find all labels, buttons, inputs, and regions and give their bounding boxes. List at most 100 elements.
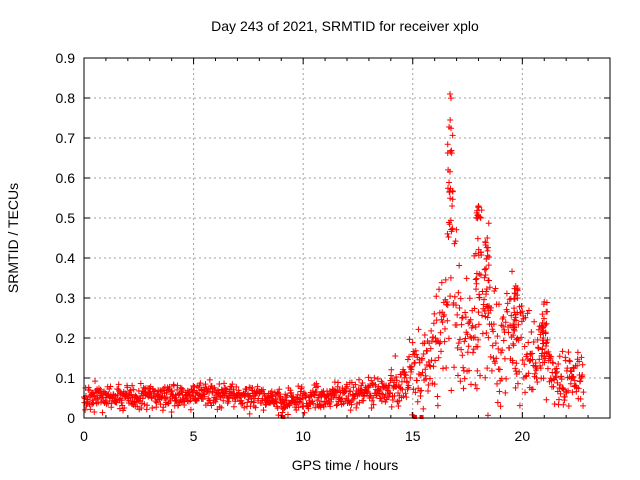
data-point — [448, 147, 455, 154]
data-point — [419, 355, 426, 362]
data-point — [451, 364, 458, 371]
data-point — [497, 349, 504, 356]
data-points — [81, 91, 587, 419]
data-point — [404, 379, 411, 386]
data-point — [543, 339, 550, 346]
data-point — [431, 310, 438, 317]
zero-data-point — [412, 415, 417, 419]
data-point — [456, 262, 463, 269]
data-point — [368, 397, 375, 404]
data-point — [439, 365, 446, 372]
data-point — [268, 388, 275, 395]
data-point — [535, 345, 542, 352]
data-point — [513, 360, 520, 367]
data-point — [446, 189, 453, 196]
data-point — [218, 404, 225, 411]
data-point — [276, 386, 283, 393]
data-point — [455, 289, 462, 296]
data-point — [465, 343, 472, 350]
data-point — [168, 408, 175, 415]
data-point — [539, 329, 546, 336]
data-point — [128, 391, 135, 398]
data-point — [461, 375, 468, 382]
data-point — [121, 405, 128, 412]
data-point — [580, 389, 587, 396]
data-point — [526, 357, 533, 364]
data-point — [417, 393, 424, 400]
data-point — [510, 325, 517, 332]
data-point — [407, 374, 414, 381]
data-point — [557, 381, 564, 388]
data-point — [541, 359, 548, 366]
data-point — [579, 361, 586, 368]
data-point — [522, 389, 529, 396]
data-point — [454, 344, 461, 351]
data-point — [187, 406, 194, 413]
data-point — [249, 384, 256, 391]
data-point — [462, 309, 469, 316]
data-point — [421, 331, 428, 338]
data-point — [444, 302, 451, 309]
data-point — [540, 324, 547, 331]
data-point — [437, 329, 444, 336]
data-point — [578, 375, 585, 382]
data-point — [502, 389, 509, 396]
data-point — [299, 395, 306, 402]
data-point — [468, 381, 475, 388]
data-point — [494, 380, 501, 387]
data-point — [353, 404, 360, 411]
data-point — [472, 276, 479, 283]
data-point — [438, 348, 445, 355]
data-point — [565, 403, 572, 410]
data-point — [473, 270, 480, 277]
data-point — [512, 384, 519, 391]
data-point — [486, 253, 493, 260]
data-point — [576, 358, 583, 365]
data-point — [370, 394, 377, 401]
data-point — [297, 399, 304, 406]
data-point — [449, 196, 456, 203]
data-point — [469, 349, 476, 356]
data-point — [492, 285, 499, 292]
data-point — [425, 382, 432, 389]
data-point — [574, 362, 581, 369]
data-point — [130, 386, 137, 393]
data-point — [445, 335, 452, 342]
data-point — [395, 403, 402, 410]
data-point — [506, 345, 513, 352]
data-point — [569, 389, 576, 396]
data-point — [229, 381, 236, 388]
data-point — [531, 370, 538, 377]
data-point — [474, 235, 481, 242]
data-point — [474, 367, 481, 374]
data-point — [458, 346, 465, 353]
data-point — [388, 403, 395, 410]
x-tick-label: 5 — [190, 428, 198, 444]
data-point — [529, 350, 536, 357]
data-point — [457, 295, 464, 302]
data-point — [239, 400, 246, 407]
data-point — [172, 392, 179, 399]
data-point — [554, 368, 561, 375]
data-point — [475, 336, 482, 343]
data-point — [525, 339, 532, 346]
data-point — [406, 353, 413, 360]
data-point — [541, 299, 548, 305]
data-point — [457, 378, 464, 385]
data-point — [385, 393, 392, 400]
data-point — [499, 347, 506, 354]
data-point — [511, 309, 518, 316]
x-tick-label: 20 — [515, 428, 531, 444]
data-point — [435, 354, 442, 361]
data-point — [543, 320, 550, 327]
data-point — [442, 276, 449, 283]
data-point — [471, 305, 478, 312]
data-point — [406, 336, 413, 343]
data-point — [377, 395, 384, 402]
data-point — [295, 404, 302, 411]
data-point — [86, 387, 93, 394]
data-point — [254, 383, 261, 390]
x-axis-title: GPS time / hours — [292, 457, 399, 473]
data-point — [499, 323, 506, 330]
data-point — [518, 334, 525, 341]
